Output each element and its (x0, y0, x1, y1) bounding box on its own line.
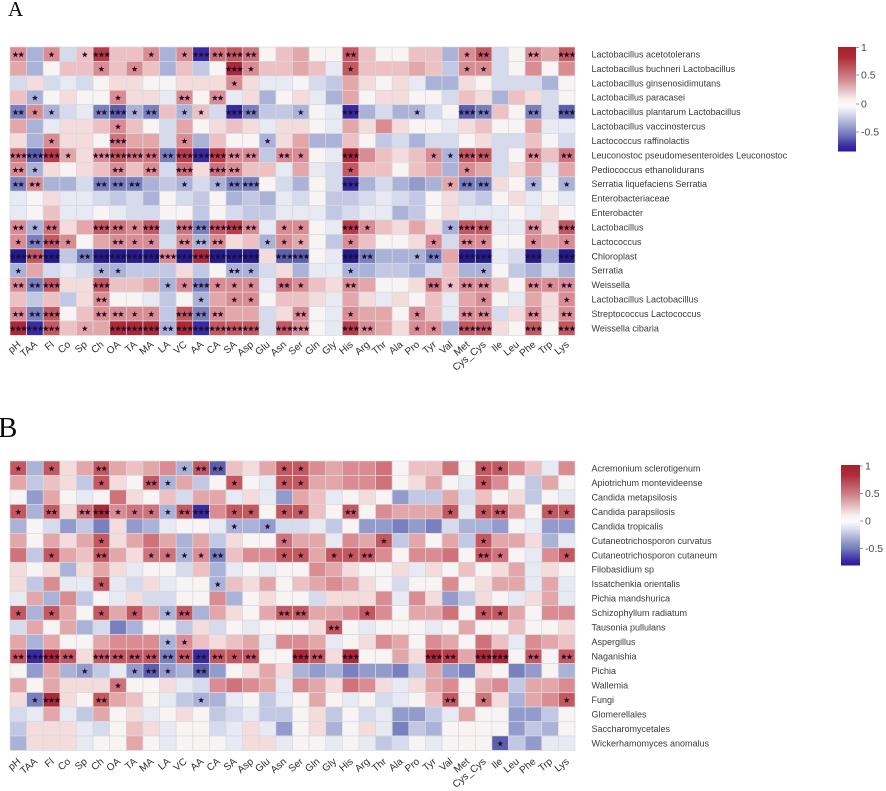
svg-text:Leuconostoc pseudomesenteroide: Leuconostoc pseudomesenteroides Leuconos… (592, 150, 788, 160)
svg-text:B: B (0, 412, 17, 444)
svg-text:Lactobacillus vaccinostercus: Lactobacillus vaccinostercus (592, 122, 707, 132)
svg-text:Naganishia: Naganishia (592, 652, 637, 662)
svg-text:Acremonium sclerotigenum: Acremonium sclerotigenum (592, 463, 701, 473)
svg-text:Candida metapsilosis: Candida metapsilosis (592, 492, 678, 502)
svg-text:Lactococcus: Lactococcus (592, 237, 643, 247)
svg-text:Pichia: Pichia (592, 666, 617, 676)
svg-text:Lactobacillus acetotolerans: Lactobacillus acetotolerans (592, 49, 701, 59)
svg-text:1: 1 (861, 42, 867, 54)
svg-text:Apiotrichum montevideense: Apiotrichum montevideense (592, 478, 703, 488)
svg-text:Issatchenkia orientalis: Issatchenkia orientalis (592, 579, 681, 589)
svg-text:Lactobacillus paracasei: Lactobacillus paracasei (592, 93, 686, 103)
svg-text:Pichia mandshurica: Pichia mandshurica (592, 594, 671, 604)
svg-text:Lactococcus raffinolactis: Lactococcus raffinolactis (592, 136, 690, 146)
svg-text:Serratia: Serratia (592, 266, 624, 276)
svg-text:Wickerhamomyces anomalus: Wickerhamomyces anomalus (592, 738, 710, 748)
svg-text:Tausonia pullulans: Tausonia pullulans (592, 623, 667, 633)
svg-text:Aspergillus: Aspergillus (592, 637, 637, 647)
svg-text:Cutaneotrichosporon cutaneum: Cutaneotrichosporon cutaneum (592, 550, 718, 560)
svg-text:0: 0 (861, 99, 867, 111)
svg-text:0.5: 0.5 (865, 488, 880, 500)
svg-text:Fungi: Fungi (592, 695, 615, 705)
svg-text:0: 0 (865, 516, 871, 528)
svg-text:Lactobacillus ginsenosidimutan: Lactobacillus ginsenosidimutans (592, 78, 722, 88)
svg-text:Cutaneotrichosporon curvatus: Cutaneotrichosporon curvatus (592, 536, 713, 546)
svg-text:Candida tropicalis: Candida tropicalis (592, 521, 664, 531)
svg-text:Enterobacteriaceae: Enterobacteriaceae (592, 194, 670, 204)
svg-text:-0.5: -0.5 (861, 127, 879, 139)
svg-text:Lactobacillus Lactobacillus: Lactobacillus Lactobacillus (592, 295, 699, 305)
svg-text:Streptococcus Lactococcus: Streptococcus Lactococcus (592, 309, 702, 319)
svg-text:0.5: 0.5 (861, 70, 876, 82)
svg-text:Weissella cibaria: Weissella cibaria (592, 323, 659, 333)
svg-text:A: A (8, 0, 24, 21)
svg-text:Filobasidium sp: Filobasidium sp (592, 565, 655, 575)
svg-text:Enterobacter: Enterobacter (592, 208, 644, 218)
svg-text:Glomerellales: Glomerellales (592, 709, 648, 719)
svg-text:Lactobacillus plantarum Lactob: Lactobacillus plantarum Lactobacillus (592, 107, 742, 117)
svg-text:Schizophyllum radiatum: Schizophyllum radiatum (592, 608, 688, 618)
svg-text:-0.5: -0.5 (865, 543, 883, 555)
svg-text:1: 1 (865, 461, 871, 473)
svg-text:Weissella: Weissella (592, 280, 630, 290)
svg-text:Candida parapsilosis: Candida parapsilosis (592, 507, 676, 517)
svg-text:Serratia liquefaciens Serratia: Serratia liquefaciens Serratia (592, 179, 708, 189)
svg-text:Pediococcus ethanolidurans: Pediococcus ethanolidurans (592, 165, 705, 175)
svg-text:Saccharomycetales: Saccharomycetales (592, 724, 671, 734)
svg-text:Lactobacillus: Lactobacillus (592, 222, 645, 232)
svg-text:Wallemia: Wallemia (592, 680, 629, 690)
svg-text:Lactobacillus buchneri Lactoba: Lactobacillus buchneri Lactobacillus (592, 64, 736, 74)
svg-text:Chloroplast: Chloroplast (592, 251, 638, 261)
